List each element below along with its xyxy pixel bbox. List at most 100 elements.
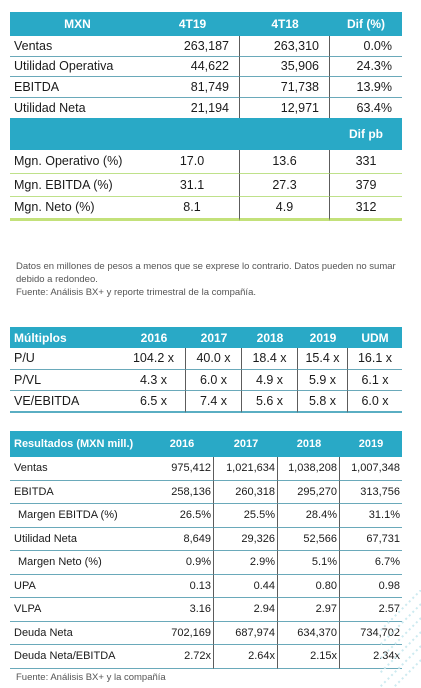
quarterly-results-table: MXN 4T19 4T18 Dif (%) Ventas 263,187 263… [10, 12, 402, 221]
table-row: Mgn. Neto (%) 8.1 4.9 312 [10, 197, 402, 221]
row-label: UPA [10, 575, 150, 598]
column-header: 2017 [214, 431, 278, 457]
table-row: EBITDA 258,136 260,318 295,270 313,756 [10, 480, 402, 504]
table-row: Deuda Neta/EBITDA 2.72x 2.64x 2.15x 2.34… [10, 645, 402, 669]
cell-value: 27.3 [240, 173, 330, 197]
cell-value: 6.0 x [348, 391, 402, 413]
cell-value: 0.80 [278, 574, 340, 598]
column-header: 2019 [340, 431, 402, 457]
cell-value: 634,370 [278, 621, 340, 645]
cell-value: 25.5% [214, 504, 278, 528]
cell-value: 379 [330, 174, 402, 197]
table-row: Utilidad Operativa 44,622 35,906 24.3% [10, 56, 402, 77]
cell-value: 4.9 [240, 197, 330, 221]
row-label: VE/EBITDA [10, 391, 122, 413]
row-label: Utilidad Operativa [10, 57, 145, 77]
table-row: Deuda Neta 702,169 687,974 634,370 734,7… [10, 621, 402, 645]
cell-value: 2.15x [278, 645, 340, 669]
cell-value: 26.5% [150, 504, 214, 528]
cell-value: 3.16 [150, 598, 214, 622]
cell-value: 0.9% [150, 551, 214, 575]
table-header-row: Resultados (MXN mill.) 2016 2017 2018 20… [10, 431, 402, 457]
cell-value: 2.57 [340, 598, 402, 622]
column-header: 4T18 [240, 12, 330, 36]
section-band: Dif pb [10, 118, 402, 150]
table-header-row: Múltiplos 2016 2017 2018 2019 UDM [10, 327, 402, 348]
table-note: Datos en millones de pesos a menos que s… [16, 260, 406, 299]
cell-value: 5.6 x [242, 391, 298, 413]
row-label: Deuda Neta/EBITDA [10, 645, 150, 669]
column-header: 2018 [278, 431, 340, 457]
row-label: Utilidad Neta [14, 100, 86, 115]
column-header: Dif (%) [330, 12, 402, 36]
cell-value: 16.1 x [348, 348, 402, 370]
annual-results-table: Resultados (MXN mill.) 2016 2017 2018 20… [10, 431, 402, 669]
cell-value: 2.9% [214, 551, 278, 575]
table-row: Mgn. EBITDA (%) 31.1 27.3 379 [10, 173, 402, 197]
cell-value: 734,702 [340, 622, 402, 645]
cell-value: 13.9% [330, 77, 402, 98]
cell-value: 71,738 [240, 77, 330, 98]
cell-value: 687,974 [214, 621, 278, 645]
table-row: Ventas 263,187 263,310 0.0% [10, 36, 402, 57]
table-row: UPA 0.13 0.44 0.80 0.98 [10, 574, 402, 598]
column-header: 2019 [298, 327, 348, 348]
cell-value: 0.44 [214, 574, 278, 598]
table-row: Utilidad Neta 8,649 29,326 52,566 67,731 [10, 527, 402, 551]
column-header: Resultados (MXN mill.) [10, 431, 150, 457]
decorative-stripes [380, 590, 421, 688]
cell-value: 13.6 [240, 150, 330, 174]
cell-value: 702,169 [150, 621, 214, 645]
cell-value: 0.0% [330, 36, 402, 57]
table-header-row: MXN 4T19 4T18 Dif (%) [10, 12, 402, 36]
column-header: 2016 [122, 327, 186, 348]
row-label: P/U [10, 348, 122, 370]
cell-value: 0.98 [340, 575, 402, 598]
cell-value: 2.97 [278, 598, 340, 622]
row-label: Deuda Neta [10, 622, 150, 645]
cell-value: 8,649 [150, 527, 214, 551]
row-label: Ventas [10, 457, 150, 481]
cell-value: 29,326 [214, 527, 278, 551]
row-label: Utilidad Neta [10, 528, 150, 551]
table-row: Margen EBITDA (%) 26.5% 25.5% 28.4% 31.1… [10, 504, 402, 528]
row-label: Ventas [10, 36, 145, 57]
column-header: MXN [10, 12, 145, 36]
cell-value: 44,622 [145, 56, 240, 77]
row-label: Mgn. EBITDA (%) [10, 174, 145, 197]
cell-value: 6.5 x [122, 391, 186, 413]
cell-value: 18.4 x [242, 348, 298, 370]
cell-value: 17.0 [145, 150, 240, 174]
cell-value: 263,187 [145, 36, 240, 57]
cell-value: 975,412 [150, 457, 214, 481]
cell-value: 15.4 x [298, 348, 348, 370]
table-row: Mgn. Operativo (%) 17.0 13.6 331 [10, 150, 402, 174]
column-header: 2016 [150, 431, 214, 457]
cell-value: 1,038,208 [278, 457, 340, 481]
cell-value: 7.4 x [186, 391, 242, 413]
cell-value: 52,566 [278, 527, 340, 551]
band-label: Dif pb [330, 118, 402, 150]
cell-value: 295,270 [278, 480, 340, 504]
table-row: Ventas 975,412 1,021,634 1,038,208 1,007… [10, 457, 402, 481]
cell-value: 5.1% [278, 551, 340, 575]
cell-value: 12,971 [240, 97, 330, 118]
row-label: Mgn. Neto (%) [10, 197, 145, 221]
cell-value: 0.13 [150, 574, 214, 598]
note-source: Fuente: Análisis BX+ y reporte trimestra… [16, 287, 256, 298]
column-header: 4T19 [145, 12, 240, 36]
column-header: Múltiplos [10, 327, 122, 348]
cell-value: 67,731 [340, 528, 402, 551]
cell-value: 21,194 [145, 97, 240, 118]
cell-value: 63.4% [356, 100, 392, 115]
cell-value: 31.1% [340, 504, 402, 528]
cell-value: 1,007,348 [340, 457, 402, 481]
row-label: EBITDA [10, 481, 150, 504]
cell-value: 35,906 [240, 56, 330, 77]
table-row: VE/EBITDA 6.5 x 7.4 x 5.6 x 5.8 x 6.0 x [10, 391, 402, 413]
row-label: P/VL [10, 370, 122, 391]
note-disclaimer: Datos en millones de pesos a menos que s… [16, 261, 396, 285]
row-label: EBITDA [10, 77, 145, 98]
table-row: Utilidad Neta 21,194 12,971 63.4% [10, 97, 402, 118]
column-header: 2017 [186, 327, 242, 348]
